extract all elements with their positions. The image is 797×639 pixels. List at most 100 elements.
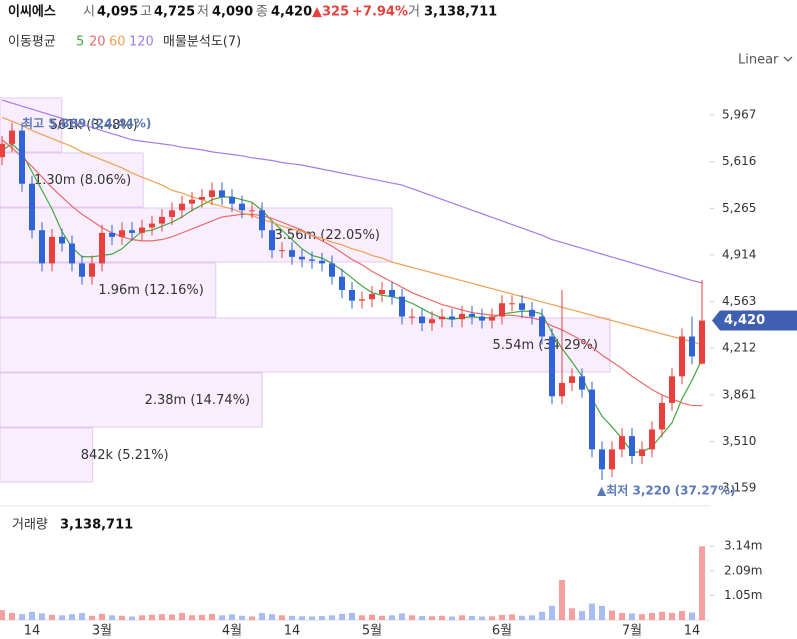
volume-bar [29, 611, 35, 620]
candle-body [19, 130, 25, 184]
volume-bar [269, 614, 275, 620]
volume-bar [389, 615, 395, 620]
candle-body [369, 293, 375, 300]
candle-body [209, 190, 215, 198]
y-tick-label: 4,563 [722, 294, 756, 308]
candle-body [279, 250, 285, 252]
volume-profile-label: 5.54m (34.29%) [493, 338, 598, 353]
volume-bar [569, 608, 575, 620]
candle-body [479, 316, 485, 321]
volume-bar [219, 615, 225, 620]
close-label: 종 [256, 5, 268, 20]
volume-bar [359, 615, 365, 620]
candle-body [359, 299, 365, 301]
candle-body [639, 449, 645, 457]
candle-body [259, 210, 265, 231]
volume-bar [379, 615, 385, 620]
volume-bar [479, 616, 485, 620]
candle-body [649, 429, 655, 450]
volume-profile-box [0, 207, 393, 263]
volume-bar [279, 615, 285, 620]
volume-bar [559, 580, 565, 620]
x-tick-label: 7월 [622, 624, 642, 639]
candle-body [589, 389, 595, 450]
candle-body [459, 313, 465, 320]
volume-bar [299, 616, 305, 620]
volume-bar [259, 612, 265, 620]
volume-panel-value: 3,138,711 [60, 518, 133, 533]
scale-selector[interactable]: Linear [738, 53, 779, 68]
candle-body [49, 236, 55, 264]
candle-body [449, 316, 455, 320]
candle-body [129, 230, 135, 233]
volume-bar [529, 615, 535, 620]
volume-bar [19, 614, 25, 620]
volume-bar [689, 612, 695, 620]
candle-body [249, 210, 255, 212]
volume-bar [489, 616, 495, 620]
volume-bar [109, 615, 115, 620]
candle-body [409, 316, 415, 318]
candle-body [139, 227, 145, 233]
y-tick-label: 4,914 [722, 247, 756, 261]
volume-bar [669, 612, 675, 620]
candle-body [169, 210, 175, 217]
volume-bar [129, 616, 135, 620]
close-value: 4,420 [271, 5, 312, 20]
x-tick-label: 6월 [492, 624, 512, 639]
volume-bar [139, 615, 145, 620]
moving-average-line [1, 139, 702, 407]
change-pct: +7.94% [352, 5, 408, 20]
candle-body [219, 190, 225, 198]
volume-bar [319, 616, 325, 620]
candle-body [579, 376, 585, 390]
volume-bar [609, 610, 615, 620]
volume-bar [179, 612, 185, 620]
x-tick-label: 14 [284, 624, 301, 639]
ma-legend: 120 [129, 35, 154, 50]
x-tick-label: 3월 [92, 624, 112, 639]
candle-body [619, 436, 625, 450]
volume-bar [629, 613, 635, 620]
candle-body [629, 436, 635, 457]
volume-bar [499, 614, 505, 620]
indicator-label[interactable]: 이동평균 [8, 35, 56, 50]
volume-profile-box [0, 427, 94, 483]
candle-body [109, 232, 115, 237]
candle-body [79, 263, 85, 277]
volume-bar [649, 612, 655, 620]
volume-bar [39, 613, 45, 620]
candle-body [39, 230, 45, 264]
last-price-tag [712, 310, 797, 331]
candle-body [0, 143, 5, 158]
candle-body [539, 316, 545, 337]
volume-bar [169, 614, 175, 620]
volume-bar [189, 615, 195, 620]
volume-bar [89, 615, 95, 620]
stock-name: 이씨에스 [8, 4, 56, 20]
candle-body [379, 289, 385, 294]
x-tick-label: 14 [24, 624, 41, 639]
candle-body [529, 309, 535, 317]
volume-profile-box [0, 372, 263, 428]
candle-body [659, 402, 665, 430]
open-label: 시 [83, 5, 95, 20]
open-value: 4,095 [97, 5, 138, 20]
volume-bar [59, 615, 65, 620]
volume-bar [449, 616, 455, 620]
candle-body [399, 296, 405, 317]
candle-body [519, 303, 525, 310]
candle-body [199, 197, 205, 200]
y-tick-label: 5,265 [722, 201, 756, 215]
volume-bar [149, 614, 155, 620]
volume-bar [369, 614, 375, 620]
moving-average-line [1, 143, 703, 453]
profile-label[interactable]: 매물분석도(7) [163, 35, 241, 50]
candle-body [319, 260, 325, 264]
candle-body [699, 320, 705, 364]
x-tick-label: 5월 [362, 624, 382, 639]
volume-tick-label: 1.05m [724, 588, 762, 602]
volume-bar [429, 616, 435, 620]
volume-bar [289, 615, 295, 620]
